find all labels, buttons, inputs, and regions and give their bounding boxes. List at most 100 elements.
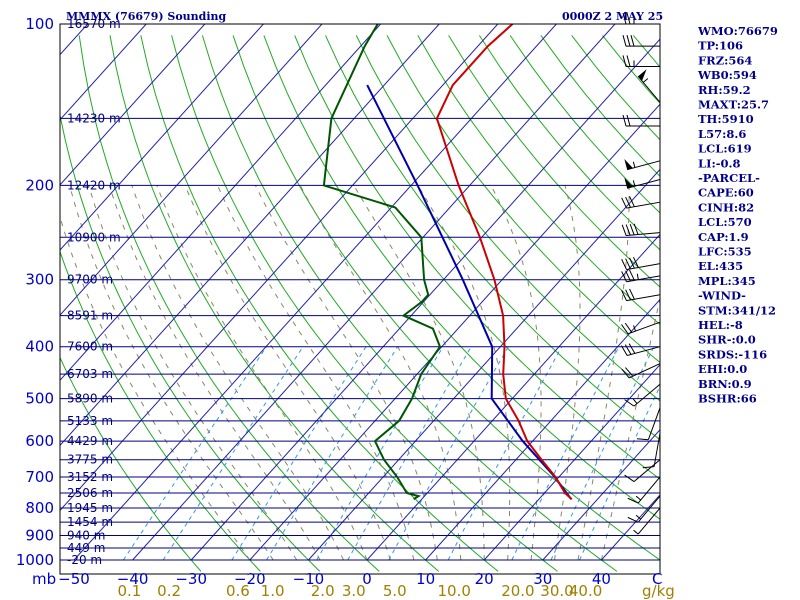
dry-adiabat — [263, 35, 660, 520]
dry-adiabats — [60, 35, 800, 572]
pressure-label: 200 — [25, 176, 54, 194]
mixing-ratio-line — [122, 346, 267, 561]
wind-barb — [621, 196, 661, 209]
isotherm — [542, 429, 660, 561]
wind-barb — [621, 269, 661, 283]
isotherm — [483, 363, 660, 561]
isotherm — [60, 24, 381, 381]
moist-adiabats — [60, 185, 660, 561]
height-label: 5133 m — [67, 414, 113, 428]
index-line: TP:106 — [698, 39, 743, 53]
mixing-ratio-unit: g/kg — [642, 582, 675, 600]
dry-adiabat — [60, 112, 321, 572]
moist-adiabat — [217, 185, 415, 561]
height-label: 4429 m — [67, 434, 113, 448]
temperature-tick-label: −50 — [58, 570, 90, 588]
index-line: RH:59.2 — [698, 83, 751, 97]
index-line: STM:341/12 — [698, 303, 776, 317]
height-label: 1945 m — [67, 501, 113, 515]
dry-adiabat — [325, 35, 660, 441]
temperature-tick-label: 30 — [533, 570, 552, 588]
mixing-ratio-tick-label: 5.0 — [383, 582, 407, 600]
height-label: 12420 m — [67, 178, 121, 192]
wind-barbs — [620, 12, 661, 535]
dry-adiabat — [478, 35, 660, 251]
height-label: 2506 m — [67, 486, 113, 500]
temperature-tick-label: −20 — [234, 570, 266, 588]
height-label: 8591 m — [67, 309, 113, 323]
moist-adiabat — [353, 185, 485, 560]
mixing-ratio-tick-label: 1.0 — [261, 582, 285, 600]
plot-frame — [59, 23, 661, 575]
wind-barb — [620, 343, 661, 356]
dry-adiabat — [232, 35, 660, 561]
index-line: -WIND- — [698, 289, 746, 303]
height-label: 5890 m — [67, 392, 113, 406]
mixing-ratio-tick-label: 30.0 — [540, 582, 573, 600]
pressure-label: 900 — [25, 527, 54, 545]
index-line: BRN:0.9 — [698, 377, 752, 391]
temperature-tick-label: −30 — [175, 570, 207, 588]
index-line: MPL:345 — [698, 274, 756, 288]
index-line: EL:435 — [698, 259, 743, 273]
mixing-ratio-tick-label: 0.2 — [157, 582, 181, 600]
temperature-tick-label: 10 — [416, 570, 435, 588]
mixing-ratio-line — [447, 346, 563, 561]
mixing-ratio-line — [162, 346, 304, 561]
height-label: 9700 m — [67, 273, 113, 287]
dry-adiabat — [386, 35, 660, 364]
dry-adiabat — [448, 35, 660, 288]
height-label: 7600 m — [67, 340, 113, 354]
index-line: WB0:594 — [697, 68, 757, 82]
wind-barb — [624, 459, 661, 482]
height-label: 14230 m — [67, 111, 121, 125]
height-label: 6703 m — [67, 367, 113, 381]
height-labels: 16570 m 14230 m 12420 m 10900 m 9700 m 8591 m… — [67, 17, 121, 567]
isotherm — [60, 24, 264, 251]
dry-adiabat — [140, 35, 499, 572]
wind-barb — [633, 507, 661, 535]
index-line: WMO:76679 — [697, 24, 778, 38]
height-label: 3152 m — [67, 470, 113, 484]
mixing-ratio-tick-label: 40.0 — [569, 582, 602, 600]
dry-adiabat — [787, 35, 800, 571]
isotherm — [73, 24, 557, 561]
dry-adiabat — [201, 35, 618, 572]
dry-adiabat — [355, 35, 660, 402]
temperature-trace — [435, 24, 573, 500]
height-label: 10900 m — [67, 230, 121, 244]
wind-barb — [624, 159, 661, 171]
wind-barb — [627, 495, 661, 523]
index-line: -PARCEL- — [698, 171, 760, 185]
height-label: 940 m — [67, 529, 105, 543]
temperature-tick-labels: −50 −40 −30 −20 −10 0 10 20 30 40 — [58, 570, 611, 588]
isotherm — [60, 24, 206, 186]
chart-title: MMMX (76679) Sounding — [66, 10, 227, 23]
mixing-ratio-line — [388, 346, 509, 561]
index-line: LCL:570 — [698, 215, 752, 229]
dry-adiabat — [60, 356, 202, 572]
index-line: MAXT:25.7 — [698, 98, 769, 112]
pressure-tick-labels: 100 200 300 400 500 600 700 800 900 1000 — [16, 15, 54, 569]
moist-adiabat — [299, 185, 462, 561]
isotherm — [60, 24, 499, 512]
isotherm — [190, 38, 660, 561]
moist-adiabat — [554, 185, 581, 561]
pressure-label: 100 — [25, 15, 54, 33]
isotherms — [60, 24, 660, 561]
height-label: -20 m — [67, 553, 102, 567]
pressure-label: 300 — [25, 271, 54, 289]
dry-adiabat — [417, 35, 660, 326]
mixing-ratio-lines — [122, 346, 660, 561]
mixing-ratio-tick-labels: 0.1 0.2 0.6 1.0 2.0 3.0 5.0 10.0 20.0 30.040.0 — [117, 582, 602, 600]
dewpoint-trace — [322, 24, 442, 501]
height-label: 3775 m — [67, 453, 113, 467]
chart-time: 0000Z 2 MAY 25 — [562, 10, 663, 23]
mixing-ratio-tick-label: 0.1 — [117, 582, 141, 600]
isotherm — [366, 233, 660, 561]
height-label: 449 m — [67, 541, 105, 555]
index-line: LFC:535 — [698, 245, 752, 259]
pressure-label: 1000 — [16, 551, 54, 569]
isotherm — [249, 103, 660, 561]
